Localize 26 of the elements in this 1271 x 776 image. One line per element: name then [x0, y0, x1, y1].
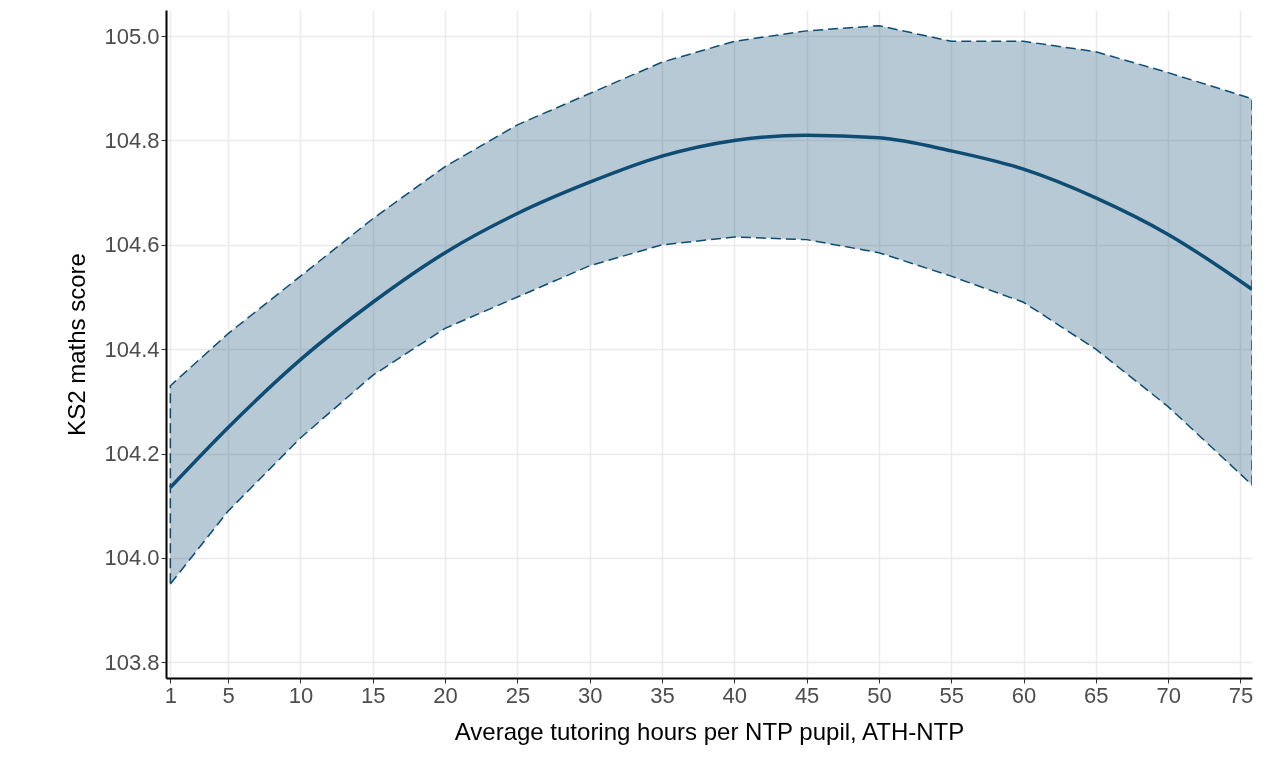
x-tick-label: 30 — [577, 682, 603, 708]
y-tick-label: 103.8 — [104, 649, 160, 675]
x-tick-label: 25 — [505, 682, 531, 708]
x-tick-label: 40 — [722, 682, 748, 708]
x-tick-label: 10 — [288, 682, 314, 708]
x-tick-label: 55 — [939, 682, 964, 708]
y-tick-label: 105.0 — [104, 23, 160, 49]
x-tick-label: 60 — [1011, 682, 1037, 708]
x-tick-label: 65 — [1084, 682, 1109, 708]
x-tick-label: 15 — [361, 682, 386, 708]
x-tick-label: 70 — [1156, 682, 1181, 708]
x-tick-label: 50 — [867, 682, 892, 708]
x-tick-label: 5 — [222, 682, 235, 708]
y-axis-title: KS2 maths score — [63, 253, 91, 436]
x-tick-label: 20 — [433, 682, 458, 708]
x-tick-label: 45 — [794, 682, 820, 708]
y-tick-label: 104.8 — [104, 127, 160, 153]
y-tick-label: 104.4 — [104, 336, 160, 362]
y-tick-label: 104.2 — [104, 441, 160, 467]
x-tick-label: 75 — [1228, 682, 1254, 708]
line-series — [168, 133, 1252, 490]
x-tick-label: 1 — [164, 682, 177, 708]
y-tick-label: 104.6 — [104, 232, 160, 258]
x-tick-label: 35 — [650, 682, 675, 708]
x-axis-title: Average tutoring hours per NTP pupil, ATH-NTP — [454, 717, 965, 745]
y-tick-label: 104.0 — [104, 545, 160, 571]
